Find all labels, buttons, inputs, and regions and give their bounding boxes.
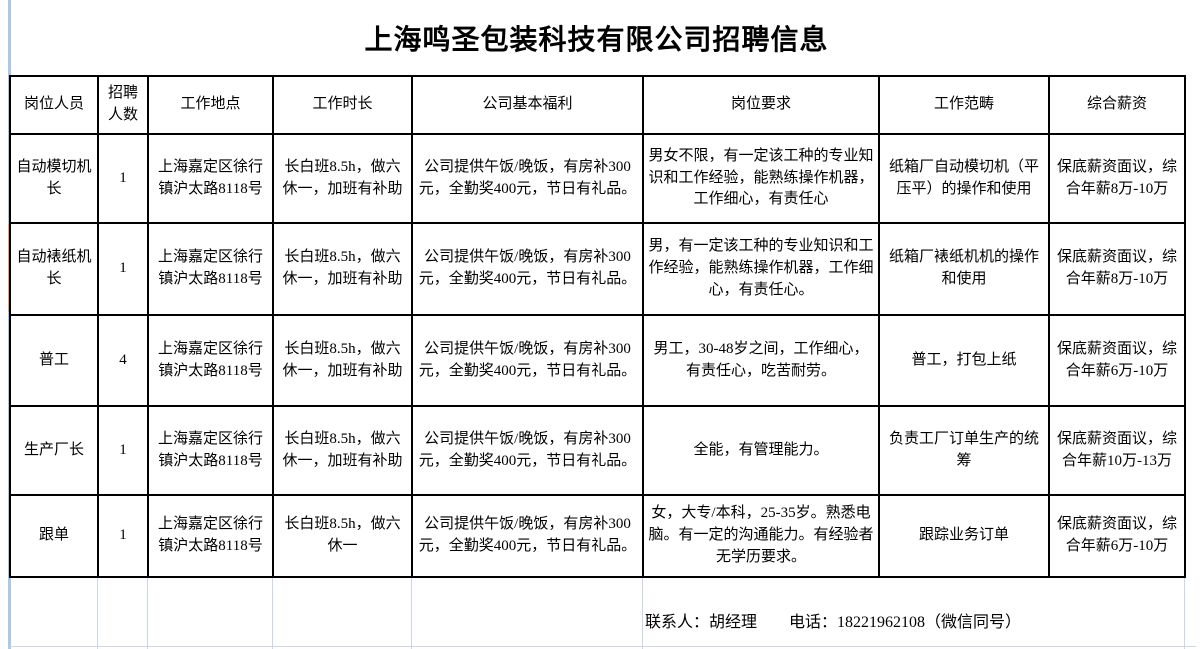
gridline <box>9 646 1196 647</box>
contact-person: 联系人：胡经理 <box>645 614 758 631</box>
table-row: 跟单 1 上海嘉定区徐行镇沪太路8118号 长白班8.5h，做六休一 公司提供午… <box>9 494 1186 578</box>
gridline <box>147 578 148 649</box>
cell-location: 上海嘉定区徐行镇沪太路8118号 <box>147 133 274 224</box>
contact-info: 联系人：胡经理 电话：18221962108（微信同号） <box>645 608 1021 632</box>
cell-requirements: 男，有一定该工种的专业知识和工作经验，能熟练操作机器，工作细心，有责任心。 <box>642 222 880 316</box>
cell-requirements: 男女不限，有一定该工种的专业知识和工作经验，能熟练操作机器，工作细心，有责任心 <box>642 133 880 224</box>
cell-hours: 长白班8.5h，做六休一，加班有补助 <box>272 133 413 224</box>
col-header-location: 工作地点 <box>147 75 274 135</box>
cell-location: 上海嘉定区徐行镇沪太路8118号 <box>147 222 274 316</box>
col-header-hours: 工作时长 <box>272 75 413 135</box>
gridline <box>411 578 412 649</box>
cell-salary: 保底薪资面议，综合年薪10万-13万 <box>1048 405 1186 496</box>
cell-count: 1 <box>97 494 149 578</box>
cell-scope: 纸箱厂裱纸机机的操作和使用 <box>878 222 1050 316</box>
contact-phone: 电话：18221962108（微信同号） <box>789 614 1022 631</box>
gridline <box>97 578 98 649</box>
cell-salary: 保底薪资面议，综合年薪6万-10万 <box>1048 314 1186 407</box>
table-row: 普工 4 上海嘉定区徐行镇沪太路8118号 长白班8.5h，做六休一，加班有补助… <box>9 314 1186 407</box>
cell-scope: 负责工厂订单生产的统筹 <box>878 405 1050 496</box>
col-header-requirements: 岗位要求 <box>642 75 880 135</box>
cell-salary: 保底薪资面议，综合年薪8万-10万 <box>1048 222 1186 316</box>
cell-hours: 长白班8.5h，做六休一，加班有补助 <box>272 222 413 316</box>
gridline <box>1184 578 1185 649</box>
page-title: 上海鸣圣包装科技有限公司招聘信息 <box>364 25 829 56</box>
col-header-scope: 工作范畴 <box>878 75 1050 135</box>
cell-position: 自动模切机长 <box>9 133 99 224</box>
cell-count: 1 <box>97 133 149 224</box>
cell-count: 1 <box>97 405 149 496</box>
cell-hours: 长白班8.5h，做六休一，加班有补助 <box>272 314 413 407</box>
cell-position: 跟单 <box>9 494 99 578</box>
cell-location: 上海嘉定区徐行镇沪太路8118号 <box>147 405 274 496</box>
cell-scope: 纸箱厂自动模切机（平压平）的操作和使用 <box>878 133 1050 224</box>
col-header-count: 招聘人数 <box>97 75 149 135</box>
gridline <box>642 578 643 649</box>
cell-benefits: 公司提供午饭/晚饭，有房补300元，全勤奖400元，节日有礼品。 <box>411 405 644 496</box>
cell-location: 上海嘉定区徐行镇沪太路8118号 <box>147 494 274 578</box>
cell-benefits: 公司提供午饭/晚饭，有房补300元，全勤奖400元，节日有礼品。 <box>411 314 644 407</box>
cell-location: 上海嘉定区徐行镇沪太路8118号 <box>147 314 274 407</box>
table-row: 自动裱纸机长 1 上海嘉定区徐行镇沪太路8118号 长白班8.5h，做六休一，加… <box>9 222 1186 316</box>
cell-position: 普工 <box>9 314 99 407</box>
table-row: 自动模切机长 1 上海嘉定区徐行镇沪太路8118号 长白班8.5h，做六休一，加… <box>9 133 1186 224</box>
cell-benefits: 公司提供午饭/晚饭，有房补300元，全勤奖400元，节日有礼品。 <box>411 222 644 316</box>
cell-requirements: 女，大专/本科，25-35岁。熟悉电脑。有一定的沟通能力。有经验者无学历要求。 <box>642 494 880 578</box>
cell-hours: 长白班8.5h，做六休一 <box>272 494 413 578</box>
cell-requirements: 男工，30-48岁之间，工作细心，有责任心，吃苦耐劳。 <box>642 314 880 407</box>
gridline <box>272 578 273 649</box>
cell-salary: 保底薪资面议，综合年薪6万-10万 <box>1048 494 1186 578</box>
cell-count: 1 <box>97 222 149 316</box>
cell-benefits: 公司提供午饭/晚饭，有房补300元，全勤奖400元，节日有礼品。 <box>411 494 644 578</box>
cell-position: 自动裱纸机长 <box>9 222 99 316</box>
cell-salary: 保底薪资面议，综合年薪8万-10万 <box>1048 133 1186 224</box>
cell-position: 生产厂长 <box>9 405 99 496</box>
cell-benefits: 公司提供午饭/晚饭，有房补300元，全勤奖400元，节日有礼品。 <box>411 133 644 224</box>
col-header-position: 岗位人员 <box>9 75 99 135</box>
header-row: 岗位人员 招聘人数 工作地点 工作时长 公司基本福利 岗位要求 工作范畴 综合薪… <box>9 75 1186 135</box>
cell-scope: 普工，打包上纸 <box>878 314 1050 407</box>
col-header-salary: 综合薪资 <box>1048 75 1186 135</box>
cell-scope: 跟踪业务订单 <box>878 494 1050 578</box>
recruitment-table: 岗位人员 招聘人数 工作地点 工作时长 公司基本福利 岗位要求 工作范畴 综合薪… <box>9 75 1186 578</box>
cell-requirements: 全能，有管理能力。 <box>642 405 880 496</box>
table-row: 生产厂长 1 上海嘉定区徐行镇沪太路8118号 长白班8.5h，做六休一，加班有… <box>9 405 1186 496</box>
cell-hours: 长白班8.5h，做六休一，加班有补助 <box>272 405 413 496</box>
cell-count: 4 <box>97 314 149 407</box>
col-header-benefits: 公司基本福利 <box>411 75 644 135</box>
